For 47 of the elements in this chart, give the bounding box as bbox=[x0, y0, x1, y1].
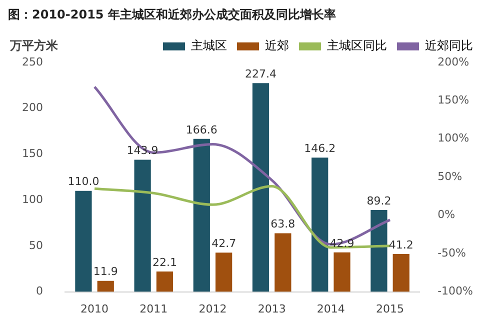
y2-tick-label: -100% bbox=[438, 284, 474, 298]
data-label: 41.2 bbox=[388, 238, 414, 252]
y2-tick-label: 0% bbox=[438, 208, 456, 222]
bar bbox=[370, 210, 388, 292]
bar bbox=[392, 254, 410, 292]
x-tick-label: 2011 bbox=[140, 302, 168, 316]
x-tick-label: 2013 bbox=[258, 302, 286, 316]
data-label: 227.4 bbox=[245, 67, 277, 80]
x-tick-label: 2014 bbox=[316, 302, 345, 316]
data-label: 63.8 bbox=[270, 218, 296, 231]
data-label: 89.2 bbox=[366, 194, 392, 208]
data-label: 42.7 bbox=[212, 236, 236, 250]
x-tick-label: 2012 bbox=[198, 302, 227, 316]
bar bbox=[334, 252, 350, 292]
y-tick-label: 250 bbox=[22, 55, 43, 68]
legend-label: 主城区 bbox=[191, 38, 227, 53]
y2-tick-label: 100% bbox=[438, 132, 470, 145]
chart-title: 图：2010-2015 年主城区和近郊办公成交面积及同比增长率 bbox=[8, 7, 336, 22]
y2-tick-label: -50% bbox=[438, 246, 466, 260]
data-label: 22.1 bbox=[152, 256, 177, 269]
y-axis-title: 万平方米 bbox=[9, 38, 59, 53]
x-tick-label: 2010 bbox=[80, 302, 109, 316]
bar bbox=[216, 252, 232, 292]
legend-label: 近郊 bbox=[265, 38, 289, 53]
bar bbox=[75, 190, 92, 292]
data-label: 146.2 bbox=[304, 142, 336, 156]
bar bbox=[156, 272, 174, 292]
data-label: 166.6 bbox=[186, 123, 218, 136]
bar bbox=[134, 160, 151, 292]
y2-tick-label: 50% bbox=[438, 170, 462, 183]
y2-tick-label: 150% bbox=[438, 93, 470, 106]
bar bbox=[252, 83, 270, 292]
legend-label: 主城区同比 bbox=[327, 38, 387, 53]
bar bbox=[274, 233, 292, 292]
y-tick-label: 150 bbox=[22, 147, 43, 160]
y-tick-label: 100 bbox=[22, 192, 43, 206]
bar bbox=[312, 158, 328, 292]
data-label: 11.9 bbox=[93, 265, 118, 278]
y-tick-label: 0 bbox=[36, 284, 43, 298]
legend-label: 近郊同比 bbox=[425, 38, 473, 53]
y-tick-label: 50 bbox=[28, 238, 43, 252]
x-tick-label: 2015 bbox=[376, 302, 404, 316]
y2-tick-label: 200% bbox=[438, 55, 470, 68]
data-label: 110.0 bbox=[68, 175, 100, 188]
bar bbox=[193, 138, 210, 292]
y-tick-label: 200 bbox=[22, 101, 43, 114]
bar bbox=[97, 280, 114, 292]
